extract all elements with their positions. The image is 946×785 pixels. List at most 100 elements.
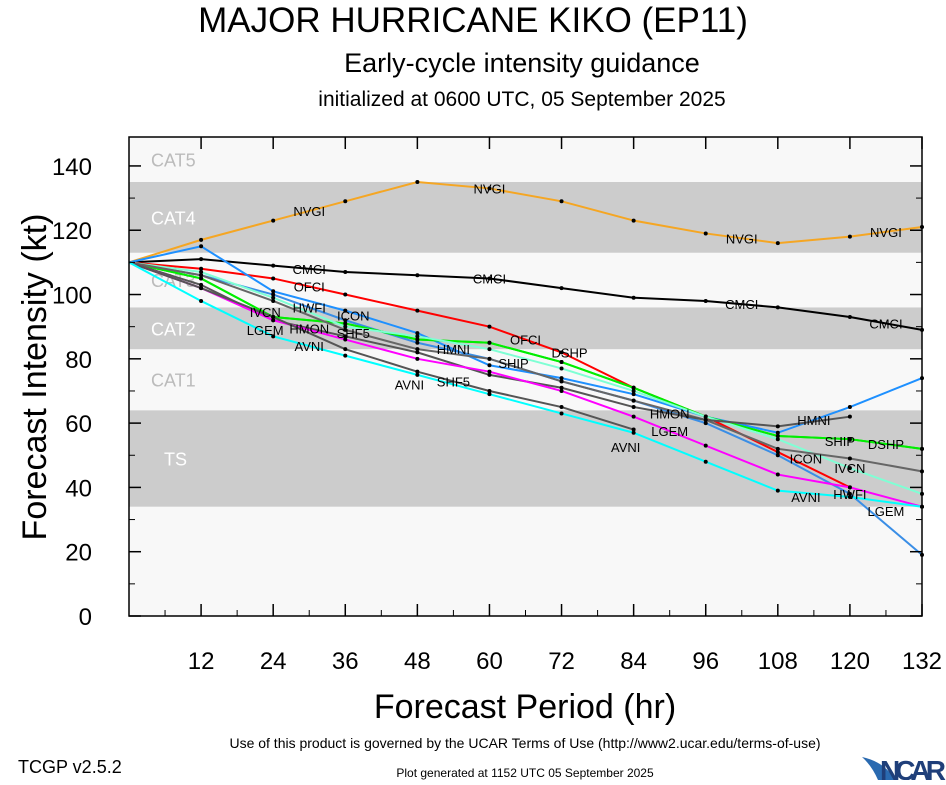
data-point-avni (631, 430, 636, 435)
x-tick-label: 132 (902, 648, 942, 675)
data-point-nvgi (343, 199, 348, 204)
band-cat5 (129, 137, 922, 183)
data-point-hmon (847, 414, 852, 419)
data-point-icon (559, 379, 564, 384)
data-point-cmci (415, 273, 420, 278)
data-point-icon (415, 347, 420, 352)
data-point-hwfi (703, 421, 708, 426)
data-point-lgem (775, 472, 780, 477)
series-line-ivcn (128, 261, 923, 495)
data-point-cmci (271, 263, 276, 268)
x-tick-label: 24 (260, 648, 287, 675)
data-point-lgem (343, 337, 348, 342)
data-point-avni (415, 372, 420, 377)
series-label-shf5: SHF5 (337, 326, 370, 341)
data-point-ivcn (559, 366, 564, 371)
data-point-shf5 (199, 286, 204, 291)
data-point-nvgi (775, 241, 780, 246)
series-label-dshp: DSHP (551, 345, 587, 360)
data-point-hmni (847, 405, 852, 410)
series-label-hmon: HMON (650, 406, 690, 421)
data-point-hmni (271, 289, 276, 294)
data-point-nvgi (703, 231, 708, 236)
data-point-hmni (343, 308, 348, 313)
series-label-lgem: LGEM (868, 504, 905, 519)
data-point-ivcn (487, 347, 492, 352)
band-cat4 (129, 182, 922, 253)
terms-of-use: Use of this product is governed by the U… (229, 735, 820, 751)
data-point-ivcn (631, 388, 636, 393)
series-label-cmci: CMCI (293, 262, 326, 277)
y-tick-label: 0 (79, 604, 92, 631)
data-point-avni (775, 488, 780, 493)
x-tick-label: 60 (476, 648, 503, 675)
y-tick-label: 40 (65, 475, 92, 502)
data-point-hmni (631, 392, 636, 397)
data-point-hwfi (847, 491, 852, 496)
data-point-ofci (343, 292, 348, 297)
x-tick-label: 120 (830, 648, 870, 675)
data-point-icon (847, 456, 852, 461)
series-label-avni: AVNI (395, 378, 424, 393)
data-point-avni (271, 334, 276, 339)
data-point-ship (559, 360, 564, 365)
series-label-nvgi: NVGI (474, 181, 506, 196)
data-point-avni (199, 298, 204, 303)
data-point-ofci (559, 350, 564, 355)
data-point-hwfi (415, 340, 420, 345)
data-point-nvgi (487, 186, 492, 191)
series-label-cmci: CMCI (725, 297, 758, 312)
series-label-avni: AVNI (791, 490, 820, 505)
data-point-hwfi (271, 292, 276, 297)
series-label-avni: AVNI (611, 440, 640, 455)
data-point-nvgi (631, 218, 636, 223)
data-point-nvgi (415, 180, 420, 185)
data-point-ship (415, 337, 420, 342)
series-line-cmci (128, 258, 923, 331)
band-label: CAT2 (151, 319, 196, 339)
x-tick-label: 36 (332, 648, 359, 675)
series-label-icon: ICON (337, 308, 370, 323)
band-label: CAT1 (151, 371, 196, 391)
data-point-cmci (559, 286, 564, 291)
data-point-hmon (487, 372, 492, 377)
series-line-shf5 (128, 261, 634, 431)
data-point-ship (487, 340, 492, 345)
data-point-hmni (487, 363, 492, 368)
chart-subtitle: Early-cycle intensity guidance (344, 48, 700, 78)
version-label: TCGP v2.5.2 (18, 757, 122, 777)
data-point-cmci (343, 270, 348, 275)
band-cat3 (129, 252, 922, 308)
x-tick-label: 72 (548, 648, 575, 675)
data-point-cmci (703, 298, 708, 303)
data-point-ivcn (847, 466, 852, 471)
data-point-ship (631, 385, 636, 390)
data-point-shf5 (415, 369, 420, 374)
series-label-ofci: OFCI (294, 279, 325, 294)
data-point-lgem (847, 485, 852, 490)
series-label-cmci: CMCI (869, 316, 902, 331)
data-point-lgem (271, 318, 276, 323)
data-point-shf5 (631, 427, 636, 432)
data-point-avni (343, 353, 348, 358)
data-point-ofci (775, 450, 780, 455)
intensity-bands: TS CAT1 CAT2 CAT3 CAT4 CAT5 (129, 137, 922, 616)
data-point-shf5 (487, 388, 492, 393)
band-label: CAT3 (151, 271, 196, 291)
series-labels: NVGI NVGI NVGI NVGI CMCI CMCI CMCI CMCI OFCI OFCI… (247, 181, 905, 519)
data-point-hmon (631, 405, 636, 410)
series-label-ivcn: IVCN (834, 461, 865, 476)
series-line-lgem (128, 261, 923, 508)
data-point-icon (775, 446, 780, 451)
data-point-avni (703, 459, 708, 464)
series-label-nvgi: NVGI (726, 231, 758, 246)
data-point-hmon (415, 350, 420, 355)
data-point-hmon (559, 385, 564, 390)
series-label-nvgi: NVGI (293, 204, 325, 219)
series-line-ship (128, 261, 923, 450)
y-tick-label: 60 (65, 411, 92, 438)
data-point-nvgi (847, 234, 852, 239)
data-point-cmci (487, 276, 492, 281)
y-tick-label: 80 (65, 347, 92, 374)
y-tick-label: 120 (52, 218, 92, 245)
